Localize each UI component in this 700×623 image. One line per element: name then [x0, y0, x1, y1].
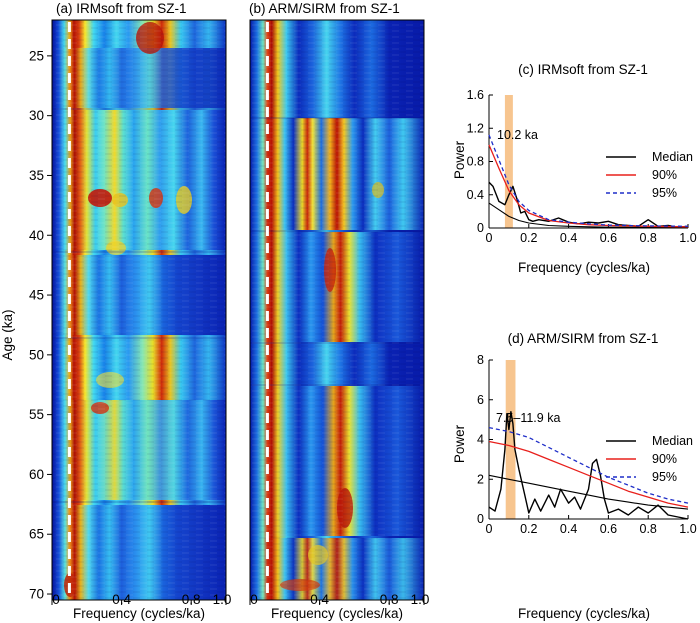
- y-tick-label: 6: [477, 393, 484, 407]
- panel-c-legend: Median 90% 95%: [606, 150, 693, 200]
- panel-d-legend: Median 90% 95%: [606, 434, 693, 484]
- panel-a-heatmap: [52, 20, 226, 600]
- ci95-line: [488, 134, 689, 227]
- x-tick-label: 0.8: [640, 522, 657, 536]
- spectrum-line: [488, 411, 689, 520]
- panel-b-title: (b) ARM/SIRM from SZ-1: [249, 1, 400, 16]
- panel-b: (b) ARM/SIRM from SZ-1: [249, 1, 429, 621]
- y-tick-label: 2: [477, 472, 484, 486]
- legend-90-label: 90%: [652, 452, 677, 466]
- y-tick-label: 8: [477, 353, 484, 367]
- legend-95-label: 95%: [652, 470, 677, 484]
- panel-d-xlabel: Frequency (cycles/ka): [518, 606, 650, 621]
- y-tick-label: 35: [29, 168, 44, 183]
- y-tick-label: 65: [29, 527, 44, 542]
- median-line: [488, 474, 689, 510]
- y-tick-label: 0: [477, 221, 484, 235]
- panel-c-title: (c) IRMsoft from SZ-1: [518, 62, 648, 77]
- panel-b-xlabel: Frequency (cycles/ka): [271, 606, 403, 621]
- x-tick-label: 0.4: [112, 592, 131, 607]
- median-line: [488, 202, 689, 229]
- y-tick-label: 4: [477, 433, 484, 447]
- x-tick-label: 0.2: [520, 522, 537, 536]
- panel-b-heatmap: [250, 20, 424, 600]
- legend-90-label: 90%: [652, 168, 677, 182]
- panel-a-ylabel: Age (ka): [0, 309, 15, 360]
- x-tick-label: 1.0: [679, 522, 696, 536]
- legend-95-label: 95%: [652, 186, 677, 200]
- x-tick-label: 0.8: [640, 231, 657, 245]
- panel-a-y-axis: Age (ka) 25 30 35 40 45 50 55 60 65 70: [0, 48, 52, 602]
- panel-a-title: (a) IRMsoft from SZ-1: [56, 1, 187, 16]
- x-tick-label: 0.6: [600, 522, 617, 536]
- period-band: [504, 95, 513, 228]
- x-tick-label: 0: [52, 592, 60, 607]
- panel-c-annotation: 10.2 ka: [497, 128, 538, 142]
- y-tick-label: 70: [29, 587, 44, 602]
- y-tick-label: 0.4: [467, 188, 484, 202]
- x-tick-label: 0: [486, 522, 493, 536]
- y-tick-label: 0.8: [467, 155, 484, 169]
- y-tick-label: 40: [29, 228, 44, 243]
- legend-median-label: Median: [652, 150, 693, 164]
- y-tick-label: 45: [29, 288, 44, 303]
- x-tick-label: 1.0: [679, 231, 696, 245]
- y-tick-label: 30: [29, 108, 44, 123]
- x-tick-label: 0.8: [380, 592, 399, 607]
- panel-c-plot: 0 0.2 0.4 0.6 0.8 1.0 0 0.4 0.8 1.2 1.6: [467, 88, 697, 245]
- panel-c-ylabel: Power: [452, 140, 467, 179]
- legend-median-label: Median: [652, 434, 693, 448]
- panel-d-plot: 0 0.2 0.4 0.6 0.8 1.0 0 2 4 6 8: [477, 353, 697, 536]
- y-tick-label: 25: [29, 48, 44, 63]
- x-tick-label: 0: [250, 592, 258, 607]
- x-tick-label: 0.4: [310, 592, 329, 607]
- y-tick-label: 60: [29, 467, 44, 482]
- y-tick-label: 55: [29, 407, 44, 422]
- ci95-line: [488, 426, 689, 504]
- x-tick-label: 0.4: [560, 522, 577, 536]
- period-band: [505, 360, 516, 519]
- panel-d-ylabel: Power: [452, 424, 467, 463]
- panel-a-frame: [51, 19, 227, 601]
- x-tick-label: 0.2: [520, 231, 537, 245]
- x-tick-label: 1.0: [411, 592, 430, 607]
- x-tick-label: 0: [486, 231, 493, 245]
- panel-c-xlabel: Frequency (cycles/ka): [518, 260, 650, 275]
- x-tick-label: 0.4: [560, 231, 577, 245]
- panel-d-annotation: 7.5–11.9 ka: [496, 411, 560, 425]
- panel-a-xlabel: Frequency (cycles/ka): [73, 606, 205, 621]
- y-tick-label: 1.6: [467, 88, 484, 102]
- ci90-line: [488, 144, 689, 228]
- panel-c: (c) IRMsoft from SZ-1 0 0.2 0.4 0.6 0.8 1.000…: [452, 62, 697, 275]
- y-tick-label: 50: [29, 347, 44, 362]
- panel-a: (a) IRMsoft from SZ-1: [0, 1, 231, 621]
- x-tick-label: 1.0: [213, 592, 232, 607]
- x-tick-label: 0.8: [182, 592, 201, 607]
- panel-a-x-axis: 0 0.4 0.8 1.0 Frequency (cycles/ka): [51, 592, 232, 621]
- panel-b-x-axis: 0 0.4 0.8 1.0 Frequency (cycles/ka): [249, 592, 430, 621]
- y-tick-label: 0: [477, 512, 484, 526]
- y-tick-label: 1.2: [467, 121, 484, 135]
- panel-d: (d) ARM/SIRM from SZ-1 0 0.2 0.4 0.6 0.8 1.00…: [452, 331, 697, 621]
- panel-b-frame: [249, 19, 425, 601]
- x-tick-label: 0.6: [600, 231, 617, 245]
- ci90-line: [488, 440, 689, 508]
- panel-d-title: (d) ARM/SIRM from SZ-1: [508, 331, 659, 346]
